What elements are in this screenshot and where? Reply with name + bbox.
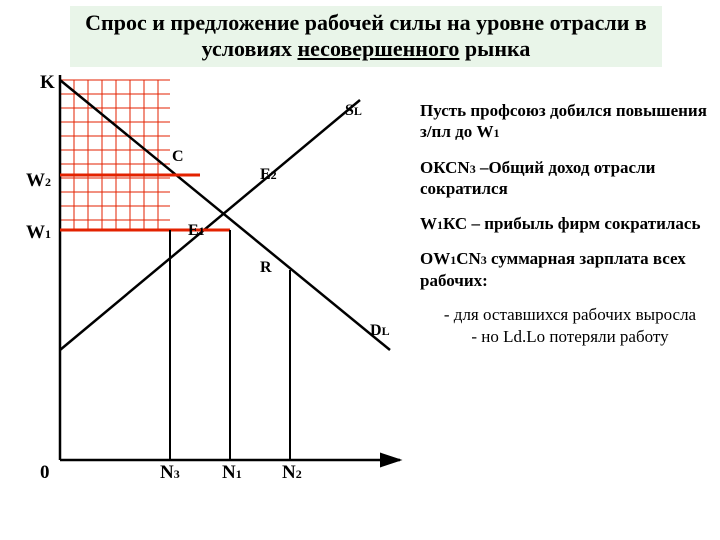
annotation-3: W1КС – прибыль фирм сократилась: [420, 213, 710, 234]
annotation-4: OW1CN3 суммарная зарплата всех рабочих:: [420, 248, 710, 291]
annotation-2: ОКСN3 –Общий доход отрасли сократился: [420, 157, 710, 200]
svg-text:C: C: [172, 148, 184, 165]
annotation-1: Пусть профсоюз добился повышения з/пл до…: [420, 100, 710, 143]
annotation-4-bullet-1: - для оставшихся рабочих выросла: [430, 305, 710, 325]
svg-text:SL: SL: [345, 102, 362, 119]
svg-text:R: R: [260, 259, 272, 276]
annotation-4-bullet-2: - но Ld.Lo потеряли работу: [430, 327, 710, 347]
svg-text:E2: E2: [260, 166, 277, 183]
svg-text:DL: DL: [370, 322, 390, 339]
svg-text:E1: E1: [188, 222, 205, 239]
annotations-block: Пусть профсоюз добился повышения з/пл до…: [420, 100, 710, 361]
